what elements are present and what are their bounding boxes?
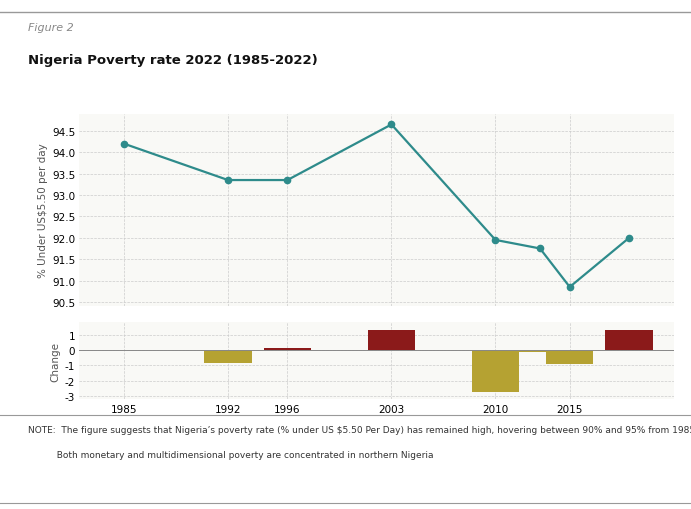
Text: Nigeria Poverty rate 2022 (1985-2022): Nigeria Poverty rate 2022 (1985-2022) <box>28 53 317 66</box>
Y-axis label: % Under US$5.50 per day: % Under US$5.50 per day <box>38 144 48 278</box>
Bar <box>205 350 252 363</box>
Bar <box>546 350 594 364</box>
Text: Figure 2: Figure 2 <box>28 23 73 33</box>
Bar <box>264 348 311 350</box>
Text: NOTE:  The figure suggests that Nigeria’s poverty rate (% under US $5.50 Per Day: NOTE: The figure suggests that Nigeria’s… <box>28 425 691 434</box>
Bar <box>472 350 519 392</box>
Y-axis label: Change: Change <box>50 341 61 381</box>
Text: Both monetary and multidimensional poverty are concentrated in northern Nigeria: Both monetary and multidimensional pover… <box>28 450 433 460</box>
Bar <box>605 330 653 350</box>
Bar <box>368 330 415 350</box>
Bar <box>516 350 564 352</box>
